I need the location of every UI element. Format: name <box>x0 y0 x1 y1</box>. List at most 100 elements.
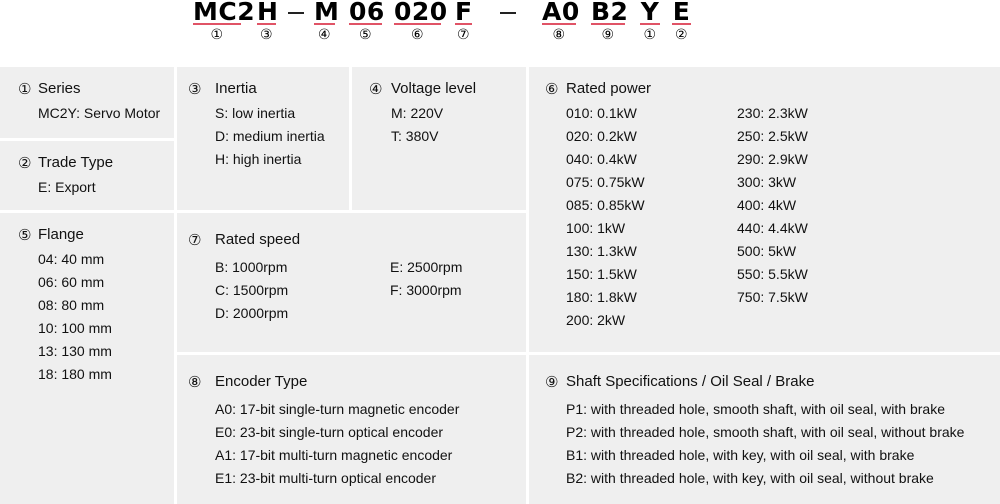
code-segment-text: E <box>672 0 691 26</box>
code-segment-text: 06 <box>349 0 385 26</box>
list-item: E0: 23-bit single-turn optical encoder <box>215 424 444 440</box>
section-title-text: Series <box>38 80 81 97</box>
list-item: E: 2500rpm <box>390 259 463 275</box>
list-item: 550: 5.5kW <box>737 266 808 282</box>
code-underline <box>640 23 660 25</box>
code-segment-number: ⑨ <box>601 27 615 43</box>
code-segment-text: MC2 <box>193 0 256 26</box>
list-item: 10: 100 mm <box>38 320 112 336</box>
list-item: S: low inertia <box>215 105 296 121</box>
section-title-text: Shaft Specifications / Oil Seal / Brake <box>566 373 815 390</box>
code-dash <box>500 12 516 14</box>
list-item: T: 380V <box>391 128 439 144</box>
code-segment-number: ⑤ <box>358 27 373 43</box>
section-rated-power: ⑥ Rated power 010: 0.1kW 020: 0.2kW 040: 0.4… <box>529 67 1000 352</box>
code-segment-text: Y <box>640 0 660 26</box>
code-segment: A0 ⑧ <box>542 0 579 43</box>
list-item: 13: 130 mm <box>38 343 112 359</box>
list-item: B: 1000rpm <box>215 259 288 275</box>
code-underline <box>314 23 335 25</box>
code-segment-number: ③ <box>259 27 274 43</box>
section-flange: ⑤ Flange 04: 40 mm 06: 60 mm 08: 80 mm 10: 10… <box>0 213 174 504</box>
section-title-text: Encoder Type <box>215 373 308 390</box>
section-number: ① <box>18 80 32 98</box>
section-number: ④ <box>369 80 383 98</box>
list-item: A0: 17-bit single-turn magnetic encoder <box>215 401 460 417</box>
list-item: 04: 40 mm <box>38 251 105 267</box>
section-rated-speed: ⑦ Rated speed B: 1000rpm C: 1500rpm D: 2000r… <box>177 213 526 352</box>
section-number: ⑨ <box>545 373 559 391</box>
list-item: MC2Y: Servo Motor <box>38 105 161 121</box>
list-item: 075: 0.75kW <box>566 174 645 190</box>
list-item: B2: with threaded hole, with key, with o… <box>566 470 934 486</box>
code-underline <box>542 23 576 25</box>
list-item: 250: 2.5kW <box>737 128 808 144</box>
code-segment-text: A0 <box>542 0 580 26</box>
code-segment-number: ① <box>210 27 224 43</box>
list-item: 180: 1.8kW <box>566 289 637 305</box>
code-segment-number: ⑥ <box>410 27 425 43</box>
list-item: 18: 180 mm <box>38 366 112 382</box>
code-segment: 06 ⑤ <box>349 0 385 43</box>
section-number: ⑦ <box>188 231 202 249</box>
code-segment: MC2 ① <box>193 0 255 43</box>
list-item: C: 1500rpm <box>215 282 289 298</box>
code-segment-text: 020 <box>394 0 448 26</box>
list-item: 440: 4.4kW <box>737 220 808 236</box>
list-item: 200: 2kW <box>566 312 626 328</box>
section-voltage-level: ④ Voltage level M: 220V T: 380V <box>352 67 526 210</box>
section-trade-type: ② Trade Type E: Export <box>0 141 174 210</box>
code-underline <box>591 23 625 25</box>
section-encoder-type: ⑧ Encoder Type A0: 17-bit single-turn magn… <box>177 355 526 504</box>
list-item: B1: with threaded hole, with key, with o… <box>566 447 915 463</box>
list-item: 010: 0.1kW <box>566 105 637 121</box>
list-item: E: Export <box>38 179 96 195</box>
section-inertia: ③ Inertia S: low inertia D: medium inertia H… <box>177 67 349 210</box>
list-item: 06: 60 mm <box>38 274 105 290</box>
code-segment-text: F <box>455 0 473 26</box>
list-item: 150: 1.5kW <box>566 266 637 282</box>
code-segment-number: ① <box>643 27 657 43</box>
section-number: ② <box>18 154 32 172</box>
list-item: P1: with threaded hole, smooth shaft, wi… <box>566 401 945 417</box>
code-segment: 020 ⑥ <box>394 0 447 43</box>
code-segment-text: H <box>257 0 279 26</box>
section-number: ⑤ <box>18 226 32 244</box>
list-item: F: 3000rpm <box>390 282 462 298</box>
code-underline <box>455 23 472 25</box>
section-series: ① Series MC2Y: Servo Motor <box>0 67 174 138</box>
list-item: 300: 3kW <box>737 174 797 190</box>
list-item: 500: 5kW <box>737 243 797 259</box>
code-underline <box>193 23 241 25</box>
code-segment-number: ⑧ <box>552 27 566 43</box>
list-item: P2: with threaded hole, smooth shaft, wi… <box>566 424 965 440</box>
list-item: H: high inertia <box>215 151 302 167</box>
list-item: 290: 2.9kW <box>737 151 808 167</box>
list-item: 230: 2.3kW <box>737 105 808 121</box>
code-underline <box>257 23 276 25</box>
code-segment-number: ⑦ <box>456 27 471 43</box>
section-title-text: Rated speed <box>215 231 301 248</box>
list-item: 750: 7.5kW <box>737 289 808 305</box>
section-number: ⑥ <box>545 80 559 98</box>
list-item: 020: 0.2kW <box>566 128 637 144</box>
code-segment-text: M <box>314 0 340 26</box>
list-item: 085: 0.85kW <box>566 197 645 213</box>
section-shaft-specifications: ⑨ Shaft Specifications / Oil Seal / Brake… <box>529 355 1000 504</box>
list-item: 130: 1.3kW <box>566 243 637 259</box>
list-item: 100: 1kW <box>566 220 626 236</box>
list-item: D: 2000rpm <box>215 305 289 321</box>
code-segment: B2 ⑨ <box>591 0 629 43</box>
code-segment-text: B2 <box>591 0 629 26</box>
code-underline <box>349 23 382 25</box>
list-item: 400: 4kW <box>737 197 797 213</box>
list-item: 040: 0.4kW <box>566 151 637 167</box>
section-number: ⑧ <box>188 373 202 391</box>
section-title-text: Trade Type <box>38 154 114 171</box>
code-dash <box>288 12 304 14</box>
